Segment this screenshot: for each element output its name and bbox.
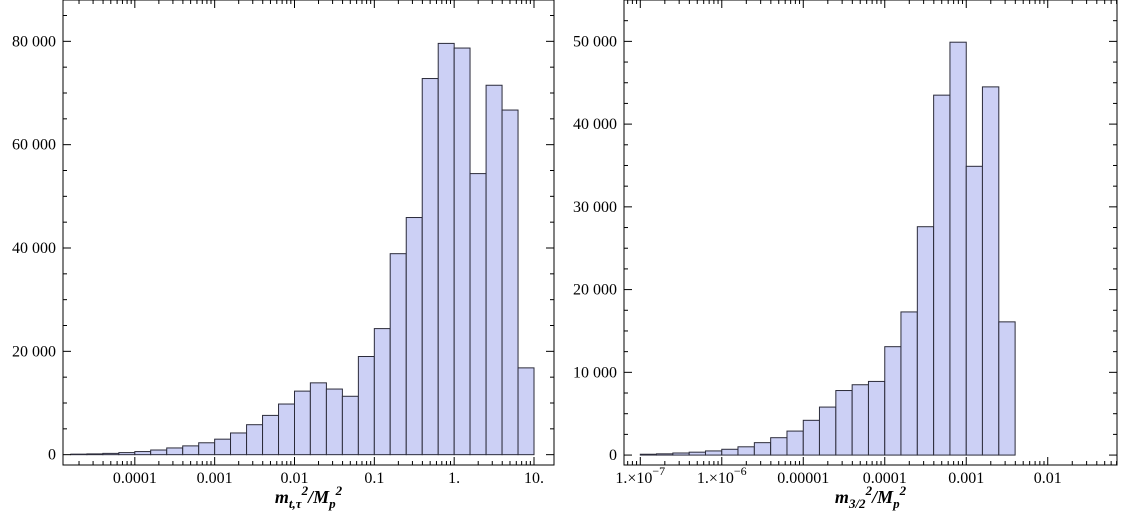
histogram-bar <box>134 451 152 456</box>
histogram-bar <box>639 453 657 456</box>
histogram-bar <box>981 86 1000 456</box>
histogram-bar <box>246 424 264 456</box>
y-tick-label: 10 000 <box>573 364 617 381</box>
plot-frame <box>623 0 1118 466</box>
x-tick-label: 10. <box>524 470 544 487</box>
y-tick-label: 30 000 <box>573 199 617 216</box>
x-tick-label: 0.1 <box>364 470 384 487</box>
x-tick-label: 1.×10−7 <box>615 464 665 487</box>
x-axis-title: mt,τ2/Mp2 <box>275 483 343 511</box>
histogram-bar <box>753 442 772 456</box>
histogram-bar <box>453 47 471 456</box>
y-tick-label: 0 <box>609 447 617 464</box>
histogram-bar <box>214 438 232 456</box>
histogram-bar <box>309 382 327 456</box>
y-tick-label: 0 <box>48 447 56 464</box>
histogram-bar <box>437 42 455 456</box>
histogram-bar <box>965 165 983 456</box>
y-tick-label: 80 000 <box>12 33 56 50</box>
histogram-bar <box>262 414 280 456</box>
y-tick-label: 40 000 <box>12 240 56 257</box>
histogram-bar <box>485 84 503 456</box>
x-tick-label: 1. <box>448 470 460 487</box>
histogram-bar <box>949 41 967 456</box>
y-tick-label: 60 000 <box>12 137 56 154</box>
histogram-bar <box>900 311 918 456</box>
plot-frame <box>62 0 555 466</box>
histogram-bar <box>786 430 804 456</box>
histogram-bar <box>867 380 886 456</box>
histogram-bar <box>998 321 1016 456</box>
histogram-bar <box>341 395 359 456</box>
histogram-bar <box>802 419 820 456</box>
histogram-bar <box>469 173 487 456</box>
histogram-bar <box>704 450 723 456</box>
histogram-bar <box>102 452 120 456</box>
histogram-bar <box>70 453 88 456</box>
x-tick-label: 0.001 <box>197 470 233 487</box>
histogram-bar <box>517 367 535 456</box>
x-tick-label: 1.×10−6 <box>697 464 747 487</box>
histogram-bar <box>198 442 216 456</box>
x-tick-label: 0.001 <box>948 470 984 487</box>
x-tick-label: 0.00001 <box>777 470 829 487</box>
histogram-bar <box>851 384 869 456</box>
histogram-bar <box>933 94 951 456</box>
histogram-right: 0 10 000 20 000 30 000 40 000 50 000 1.×10−7 1.… <box>573 0 1118 511</box>
histogram-bar <box>325 388 343 456</box>
histogram-bar <box>501 109 519 456</box>
histogram-bar <box>230 432 248 456</box>
histogram-bar <box>294 390 311 456</box>
x-tick-label: 0.0001 <box>863 470 907 487</box>
histogram-bar <box>278 403 295 456</box>
histogram-bar <box>818 406 837 456</box>
histogram-bar <box>118 452 136 456</box>
histogram-bar <box>166 447 184 456</box>
x-tick-label: 0.0001 <box>113 470 157 487</box>
histogram-bar <box>916 226 935 456</box>
x-tick-label: 0.01 <box>1034 470 1062 487</box>
y-tick-label: 40 000 <box>573 116 617 133</box>
histogram-bar <box>86 453 104 456</box>
histogram-bar <box>721 448 739 456</box>
histogram-bar <box>655 453 674 456</box>
histogram-left: 0 20 000 40 000 60 000 80 000 0.0001 0.001 0.01… <box>12 0 555 511</box>
histogram-bar <box>770 437 788 456</box>
histogram-bar <box>672 452 690 456</box>
y-tick-label: 20 000 <box>12 343 56 360</box>
histogram-bar <box>150 449 168 456</box>
x-tick-label: 0.01 <box>280 470 308 487</box>
histogram-bar <box>884 346 902 456</box>
histogram-bar <box>688 451 706 456</box>
x-axis-title: m3/22/Mp2 <box>835 483 907 511</box>
histogram-bar <box>357 356 375 456</box>
histogram-bar <box>835 390 853 456</box>
histogram-bar <box>737 446 755 456</box>
histogram-bar <box>182 445 200 456</box>
histogram-bar <box>421 78 439 456</box>
histogram-bar <box>389 253 407 456</box>
y-tick-label: 50 000 <box>573 33 617 50</box>
y-tick-label: 20 000 <box>573 282 617 299</box>
histogram-bar <box>373 328 391 456</box>
histogram-bar <box>405 217 423 456</box>
